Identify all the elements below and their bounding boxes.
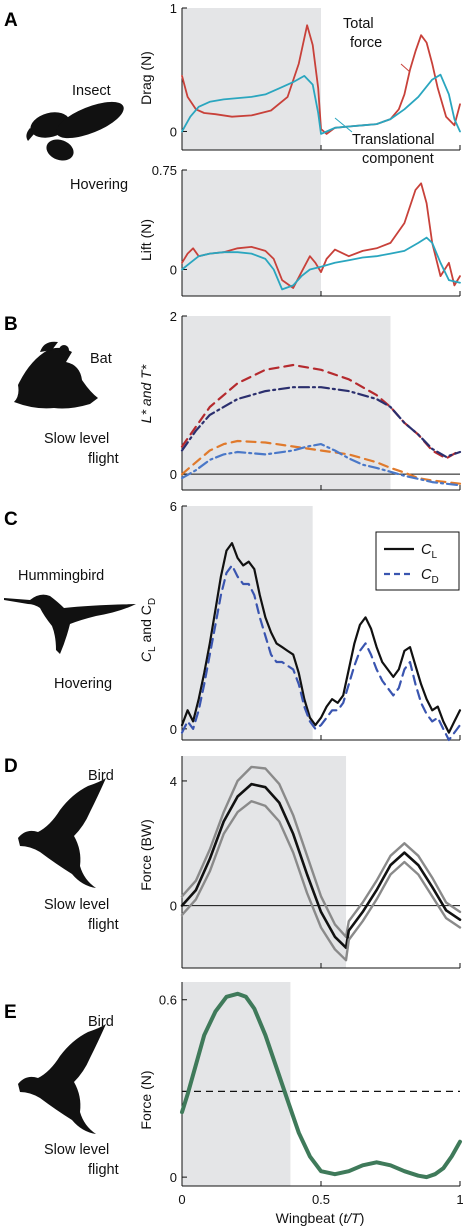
- panel-c-mode: Hovering: [54, 676, 112, 692]
- x-tick-label: 0: [178, 1192, 185, 1207]
- y-tick-label: 0: [170, 899, 177, 914]
- bird-silhouette-icon: [18, 778, 106, 888]
- ylabel-bat: L* and T*: [138, 364, 154, 423]
- panel-c-letter: C: [4, 509, 18, 530]
- chart-d: 40: [170, 756, 462, 969]
- ylabel-drag: Drag (N): [138, 51, 154, 105]
- chart-a-bottom: 0.75 0: [152, 163, 461, 297]
- chart-b: 20: [170, 309, 462, 491]
- panel-b-mode-line-2: flight: [88, 451, 119, 467]
- series-line-upper: [180, 765, 462, 938]
- y-tick-label: 0: [170, 262, 177, 277]
- panel-d-organism: Bird: [88, 768, 114, 784]
- y-tick-label: 6: [170, 499, 177, 514]
- series-line-cl: [180, 542, 462, 734]
- downstroke-shade: [182, 982, 291, 1186]
- panel-b-organism: Bat: [90, 351, 112, 367]
- y-tick-label: 0: [170, 467, 177, 482]
- y-tick-label: 1: [170, 1, 177, 16]
- panel-a-mode: Hovering: [70, 177, 128, 193]
- panel-b-mode-line-1: Slow level: [44, 431, 109, 447]
- panel-a-organism: Insect: [72, 83, 111, 99]
- ylabel-hummingbird: CL and CD: [138, 598, 158, 662]
- panel-a: A Insect Hovering: [4, 10, 128, 193]
- series-line-series-3: [180, 443, 462, 487]
- series-line-series-0: [180, 991, 462, 1180]
- annotation-total-pointer: [400, 63, 411, 73]
- panel-c: C Hummingbird Hovering: [4, 509, 136, 692]
- downstroke-shade: [182, 170, 321, 296]
- panel-c-organism: Hummingbird: [18, 568, 104, 584]
- panel-d-letter: D: [4, 756, 18, 777]
- y-tick-label: 0.6: [159, 993, 177, 1008]
- legend-label-cd: CD: [421, 567, 439, 586]
- chart-e: 0.6 00 0.5 1: [159, 982, 464, 1207]
- annotation-translational-1: Translational: [352, 132, 434, 148]
- annotation-translational-pointer: [334, 117, 353, 133]
- y-tick-label: 0.75: [152, 163, 177, 178]
- panel-e-mode-line-1: Slow level: [44, 1142, 109, 1158]
- ylabel-lift: Lift (N): [138, 219, 154, 261]
- y-tick-label: 4: [170, 774, 177, 789]
- panel-b: B Bat Slow level flight: [4, 314, 119, 467]
- ylabel-bird-e: Force (N): [138, 1070, 154, 1129]
- hummingbird-silhouette-icon: [4, 594, 136, 654]
- panel-d: D Bird Slow level flight: [4, 756, 119, 933]
- panel-a-letter: A: [4, 10, 18, 31]
- panel-d-mode-line-1: Slow level: [44, 897, 109, 913]
- series-line-lower: [180, 800, 462, 962]
- series-line-translational-component: [181, 73, 461, 135]
- x-tick-label: 0.5: [312, 1192, 330, 1207]
- ylabel-bird-d: Force (BW): [138, 819, 154, 891]
- series-line-mean: [180, 782, 462, 949]
- series-line-cd: [180, 564, 462, 742]
- chart-c: 60: [170, 499, 462, 742]
- y-tick-label: 0: [170, 1170, 177, 1185]
- series-line-series-2: [180, 439, 462, 485]
- panel-e-organism: Bird: [88, 1014, 114, 1030]
- bat-silhouette-icon: [14, 341, 98, 409]
- downstroke-shade: [182, 506, 313, 740]
- chart-a-top: 10: [170, 1, 461, 151]
- panel-e-mode-line-2: flight: [88, 1162, 119, 1178]
- y-tick-label: 0: [170, 722, 177, 737]
- panel-b-letter: B: [4, 314, 18, 335]
- annotation-total-1: Total: [343, 16, 374, 32]
- bird-silhouette-icon: [18, 1024, 106, 1134]
- panel-d-mode-line-2: flight: [88, 917, 119, 933]
- annotation-translational-2: component: [362, 151, 434, 167]
- y-tick-label: 2: [170, 309, 177, 324]
- legend-label-cl: CL: [421, 542, 437, 561]
- x-tick-label: 1: [456, 1192, 463, 1207]
- y-tick-label: 0: [170, 124, 177, 139]
- legend-hummingbird: CL CD: [375, 531, 460, 591]
- xaxis-title: Wingbeat (t/T): [276, 1210, 365, 1226]
- panel-e: E Bird Slow level flight: [4, 1002, 119, 1178]
- panel-e-letter: E: [4, 1002, 17, 1023]
- series-line-translational-component: [181, 236, 461, 291]
- legend-box: [375, 531, 460, 591]
- insect-silhouette-icon: [26, 101, 124, 161]
- series-line-series-1: [180, 386, 462, 458]
- annotation-total-2: force: [350, 35, 382, 51]
